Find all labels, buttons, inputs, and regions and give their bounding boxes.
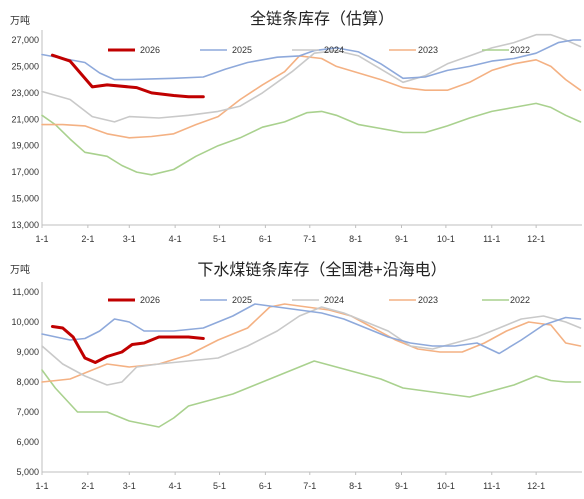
y-tick-label: 15,000 [11, 194, 39, 204]
x-tick-label: 4-1 [169, 481, 182, 491]
x-tick-label: 3-1 [123, 234, 136, 244]
x-tick-label: 8-1 [349, 481, 362, 491]
y-tick-label: 9,000 [16, 347, 39, 357]
legend-label-2026: 2026 [140, 45, 160, 55]
series-line-2024 [41, 33, 582, 123]
y-tick-label: 7,000 [16, 407, 39, 417]
y-tick-label: 23,000 [11, 88, 39, 98]
series-line-2025 [41, 303, 582, 355]
x-tick-label: 11-1 [483, 234, 500, 244]
x-tick-label: 5-1 [213, 234, 226, 244]
x-tick-label: 2-1 [81, 481, 94, 491]
x-tick-label: 10-1 [437, 234, 455, 244]
chart-title-full-chain: 全链条库存（估算） [250, 9, 394, 28]
y-tick-label: 6,000 [16, 437, 39, 447]
chart-title-seaborne-coal: 下水煤链条库存（全国港+沿海电） [197, 261, 446, 279]
legend-label-2026: 2026 [140, 295, 160, 305]
series-line-2026 [50, 325, 205, 364]
y-tick-label: 27,000 [11, 35, 39, 45]
series-line-2023 [41, 55, 582, 139]
y-tick-label: 19,000 [11, 141, 39, 151]
x-tick-label: 7-1 [303, 481, 316, 491]
legend-label-2023: 2023 [418, 45, 438, 55]
legend-label-2022: 2022 [510, 45, 530, 55]
x-tick-label: 9-1 [395, 234, 408, 244]
y-tick-label: 10,000 [11, 317, 39, 327]
x-tick-label: 10-1 [437, 481, 455, 491]
series-line-2026 [50, 53, 205, 99]
legend-label-2025: 2025 [232, 295, 252, 305]
x-tick-label: 6-1 [259, 234, 272, 244]
legend-label-2022: 2022 [510, 295, 530, 305]
legend-label-2024: 2024 [324, 45, 344, 55]
x-tick-label: 3-1 [123, 481, 136, 491]
y-tick-label: 17,000 [11, 167, 39, 177]
x-tick-label: 1-1 [35, 481, 48, 491]
x-tick-label: 9-1 [395, 481, 408, 491]
y-tick-label: 21,000 [11, 114, 39, 124]
y-tick-label: 8,000 [16, 377, 39, 387]
x-tick-label: 7-1 [303, 234, 316, 244]
series-line-2022 [41, 360, 582, 428]
series-line-2023 [41, 303, 582, 383]
unit-label-seaborne-coal: 万吨 [10, 263, 30, 276]
chart-panel-full-chain: 全链条库存（估算） 万吨 13,000 15,000 17,000 19,000 21,00… [10, 9, 582, 244]
x-tick-label: 2-1 [81, 234, 94, 244]
x-tick-label: 1-1 [35, 234, 48, 244]
y-tick-label: 25,000 [11, 61, 39, 71]
x-tick-label: 5-1 [213, 481, 226, 491]
y-tick-label: 11,000 [12, 287, 39, 297]
chart-panel-seaborne-coal: 下水煤链条库存（全国港+沿海电） 万吨 5,000 6,000 7,000 8,000 9,… [10, 261, 582, 491]
series-line-2025 [41, 39, 582, 81]
x-tick-label: 12-1 [527, 481, 545, 491]
y-tick-label: 13,000 [11, 220, 39, 230]
legend-label-2025: 2025 [232, 45, 252, 55]
legend-label-2023: 2023 [418, 295, 438, 305]
legend-label-2024: 2024 [324, 295, 344, 305]
x-tick-label: 11-1 [483, 481, 500, 491]
series-line-2024 [41, 306, 582, 386]
x-tick-label: 12-1 [527, 234, 545, 244]
x-tick-label: 4-1 [169, 234, 182, 244]
y-tick-label: 5,000 [16, 467, 39, 477]
x-tick-label: 8-1 [349, 234, 362, 244]
unit-label-full-chain: 万吨 [10, 14, 30, 27]
series-line-2022 [41, 102, 582, 176]
x-tick-label: 6-1 [259, 481, 272, 491]
